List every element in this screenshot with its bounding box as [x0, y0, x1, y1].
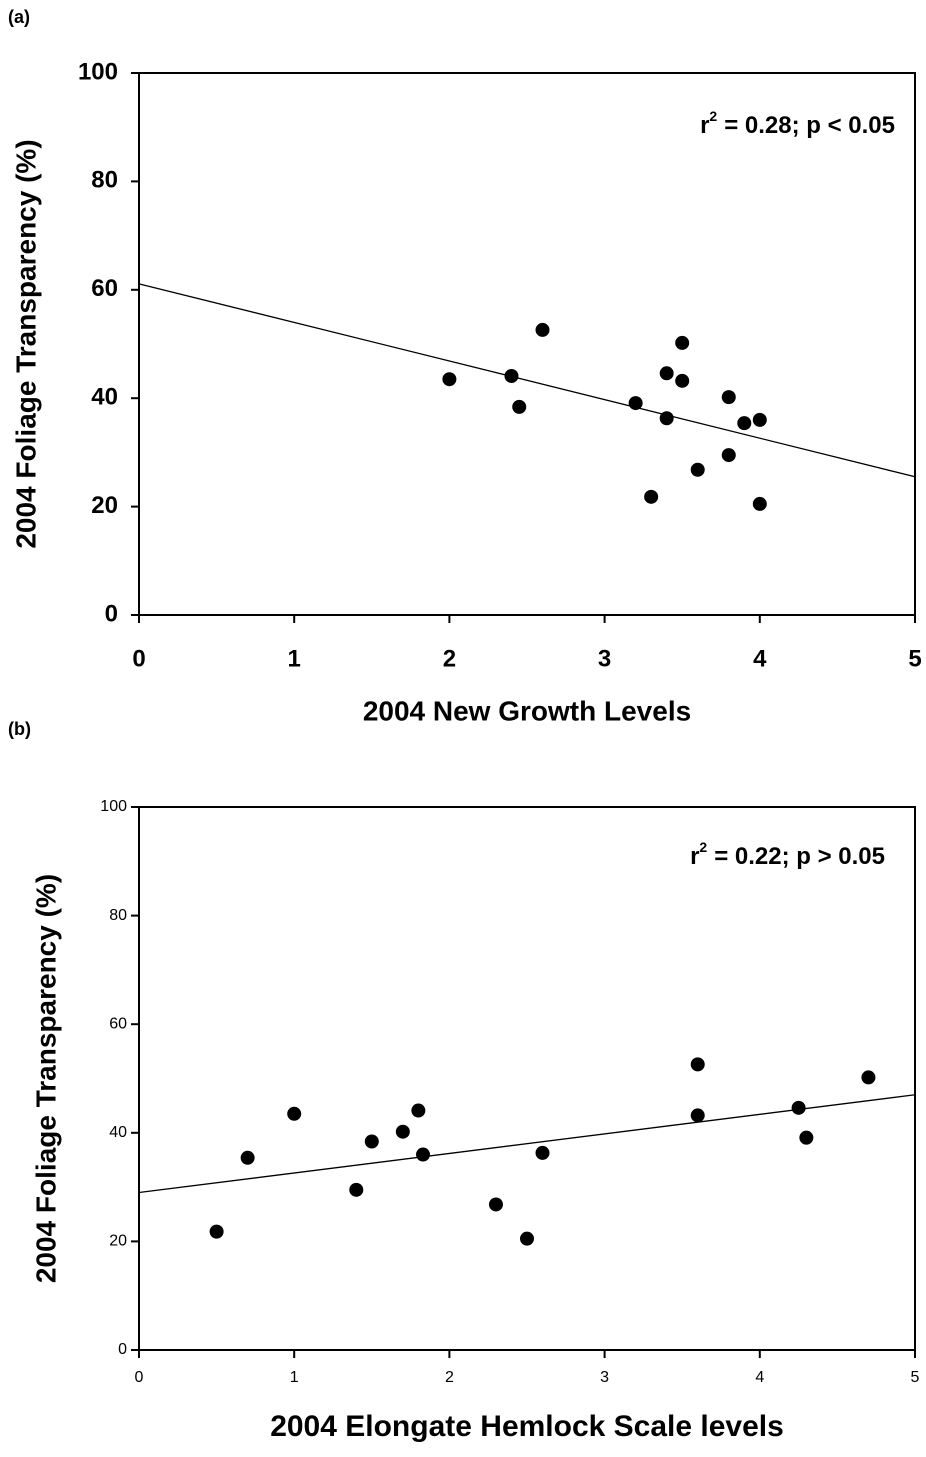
x-tick-label: 1: [288, 645, 301, 672]
data-point: [520, 1231, 534, 1246]
x-tick-label: 5: [908, 645, 921, 672]
annotation-r: r: [700, 112, 709, 139]
data-point: [240, 1150, 255, 1165]
data-point: [535, 322, 550, 337]
data-point: [861, 1070, 876, 1085]
data-point: [209, 1224, 224, 1239]
plot-frame: [138, 72, 916, 616]
y-axis-label: 2004 Foliage Transparency (%): [10, 139, 41, 548]
data-point: [349, 1182, 364, 1197]
panel-label: (a): [8, 7, 30, 27]
x-tick-label: 3: [598, 645, 611, 672]
data-point: [488, 1197, 503, 1212]
y-axis-label: 2004 Foliage Transparency (%): [30, 874, 61, 1283]
x-tick-label: 3: [600, 1369, 609, 1386]
annotation-sup: 2: [699, 839, 707, 855]
y-tick-label: 0: [105, 600, 118, 627]
y-tick-label: 20: [91, 492, 118, 519]
data-point: [504, 368, 519, 383]
data-point: [395, 1124, 410, 1139]
y-tick-label: 100: [100, 798, 127, 815]
x-tick-label: 4: [753, 645, 767, 672]
data-point: [287, 1106, 302, 1121]
data-point: [411, 1103, 426, 1118]
y-tick-label: 40: [91, 384, 118, 411]
data-point: [799, 1130, 814, 1145]
data-point: [737, 416, 752, 431]
annotation-sup: 2: [709, 108, 717, 124]
annotation-r: r: [690, 843, 699, 870]
x-tick-label: 5: [911, 1369, 920, 1386]
x-axis-label: 2004 New Growth Levels: [363, 695, 691, 726]
annotation: r2 = 0.28; p < 0.05: [700, 108, 895, 140]
y-tick-label: 100: [78, 58, 118, 85]
data-point: [791, 1100, 806, 1115]
data-point: [721, 390, 736, 405]
data-point: [416, 1147, 431, 1162]
x-tick-label: 2: [445, 1369, 454, 1386]
annotation: r2 = 0.22; p > 0.05: [690, 839, 885, 871]
data-point: [690, 1108, 705, 1123]
y-tick-label: 40: [109, 1124, 127, 1141]
data-point: [442, 372, 457, 387]
trendline: [138, 283, 916, 478]
data-point: [628, 396, 643, 411]
annotation-rest: = 0.28; p < 0.05: [724, 112, 895, 139]
trendline: [138, 1094, 916, 1194]
x-tick-label: 1: [290, 1369, 299, 1386]
data-point: [752, 496, 767, 511]
x-tick-label: 2: [443, 645, 456, 672]
data-point: [690, 462, 705, 477]
y-tick-label: 0: [118, 1341, 127, 1358]
data-point: [675, 373, 690, 388]
data-point: [721, 448, 736, 463]
annotation-rest: = 0.22; p > 0.05: [714, 843, 885, 870]
y-tick-label: 80: [91, 167, 118, 194]
panel-label: (b): [8, 719, 31, 739]
x-axis-label: 2004 Elongate Hemlock Scale levels: [270, 1410, 784, 1443]
data-point: [659, 411, 674, 426]
y-tick-label: 20: [109, 1233, 127, 1250]
data-point: [535, 1145, 550, 1160]
y-tick-label: 80: [109, 907, 127, 924]
data-point: [364, 1134, 379, 1149]
data-point: [675, 335, 690, 350]
x-tick-label: 0: [132, 645, 145, 672]
y-tick-label: 60: [109, 1015, 127, 1032]
plot-frame: [138, 806, 916, 1351]
data-point: [644, 489, 659, 504]
y-tick-label: 60: [91, 275, 118, 302]
data-point: [752, 412, 767, 427]
data-point: [512, 399, 527, 414]
data-point: [659, 366, 674, 381]
x-tick-label: 0: [135, 1369, 144, 1386]
x-tick-label: 4: [755, 1369, 764, 1386]
data-point: [690, 1057, 705, 1072]
